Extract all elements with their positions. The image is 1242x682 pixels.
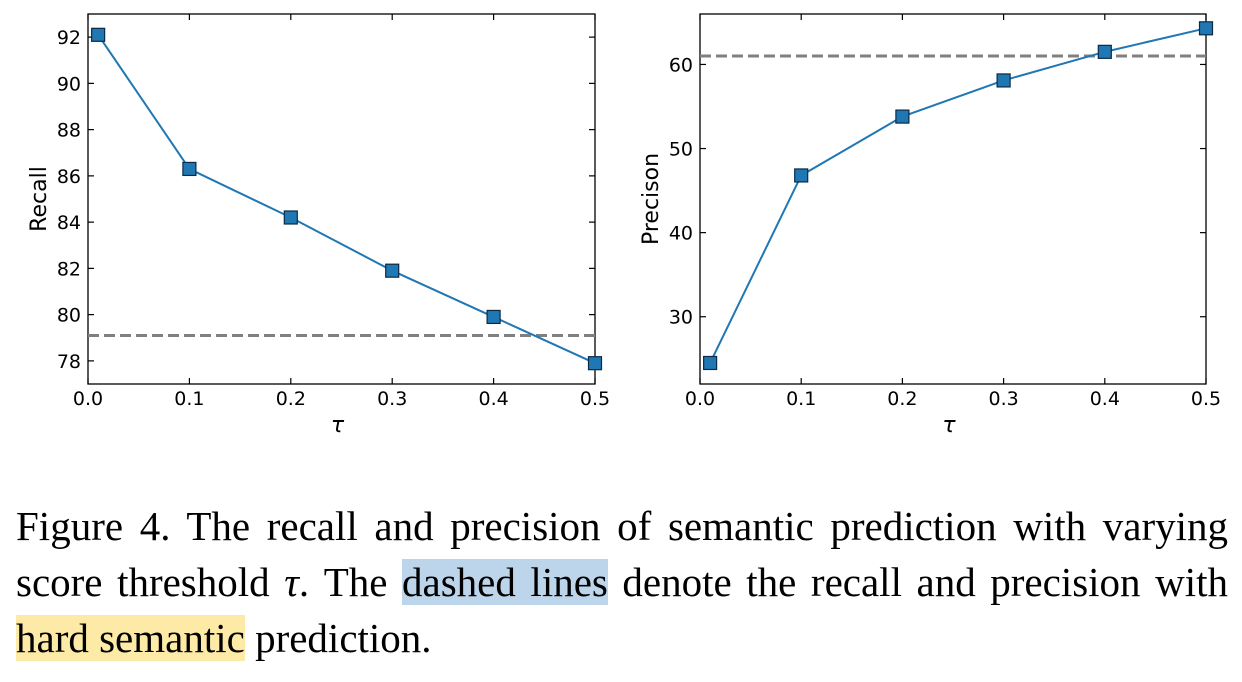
- highlight-hard-semantic: hard semantic: [16, 615, 245, 661]
- recall-ylabel: Recall: [27, 166, 52, 232]
- precision-data-point: [794, 168, 809, 183]
- caption-text-1: Figure 4. The recall and precision of se…: [16, 503, 1228, 605]
- precision-data-point: [1198, 21, 1214, 36]
- recall-series-line: [97, 34, 596, 365]
- recall-data-point: [91, 27, 106, 42]
- precision-plot-frame: [699, 13, 1207, 385]
- recall-xtick-label: 0.2: [276, 388, 306, 410]
- recall-ytick-label: 86: [57, 166, 81, 188]
- recall-data-point: [283, 210, 298, 225]
- recall-ytick-label: 92: [57, 27, 81, 49]
- recall-xtick-label: 0.1: [174, 388, 204, 410]
- precision-ylabel: Precison: [639, 153, 664, 245]
- precision-data-point: [996, 73, 1011, 88]
- recall-data-point: [385, 263, 400, 278]
- highlight-dashed-lines: dashed lines: [402, 559, 608, 605]
- recall-ytick-label: 78: [57, 351, 81, 373]
- recall-xtick-label: 0.5: [580, 388, 610, 410]
- precision-ytick-label: 30: [669, 307, 693, 329]
- precision-ytick-label: 40: [669, 223, 693, 245]
- precision-xtick-label: 0.4: [1090, 388, 1120, 410]
- caption-text-2: . The: [298, 559, 403, 605]
- precision-ytick-label: 60: [669, 54, 693, 76]
- recall-plot-frame: [87, 13, 596, 385]
- recall-ytick-label: 84: [57, 212, 81, 234]
- recall-ytick-label: 82: [57, 258, 81, 280]
- recall-data-point: [182, 161, 197, 177]
- precision-series-line: [709, 27, 1207, 364]
- recall-xtick-label: 0.0: [73, 388, 103, 410]
- recall-data-point: [486, 309, 501, 325]
- recall-xlabel: τ: [331, 413, 345, 438]
- caption-text-4: prediction.: [244, 615, 432, 661]
- precision-data-point: [703, 355, 718, 371]
- recall-xtick-label: 0.4: [478, 388, 508, 410]
- caption-tau-symbol: τ: [284, 559, 299, 605]
- precision-xtick-label: 0.5: [1191, 388, 1221, 410]
- recall-data-point: [587, 356, 603, 371]
- precision-xtick-label: 0.2: [887, 388, 917, 410]
- recall-ytick-label: 90: [57, 73, 81, 95]
- recall-ytick-label: 80: [57, 305, 81, 327]
- figure-caption: Figure 4. The recall and precision of se…: [16, 498, 1228, 666]
- charts-figure: 0.0 0.1 0.2 0.3 0.4 0.5 78 80 82 84 86 88 90 92 τ Recal…: [27, 13, 1221, 438]
- recall-xtick-label: 0.3: [377, 388, 407, 410]
- recall-ytick-label: 88: [57, 120, 81, 142]
- precision-xtick-label: 0.3: [988, 388, 1018, 410]
- precision-xlabel: τ: [942, 413, 956, 438]
- precision-data-point: [1097, 44, 1112, 59]
- caption-text-3: denote the recall and precision with: [607, 559, 1229, 605]
- precision-xtick-label: 0.0: [685, 388, 715, 410]
- precision-xtick-label: 0.1: [786, 388, 816, 410]
- precision-data-point: [895, 109, 910, 124]
- precision-ytick-label: 50: [669, 139, 693, 161]
